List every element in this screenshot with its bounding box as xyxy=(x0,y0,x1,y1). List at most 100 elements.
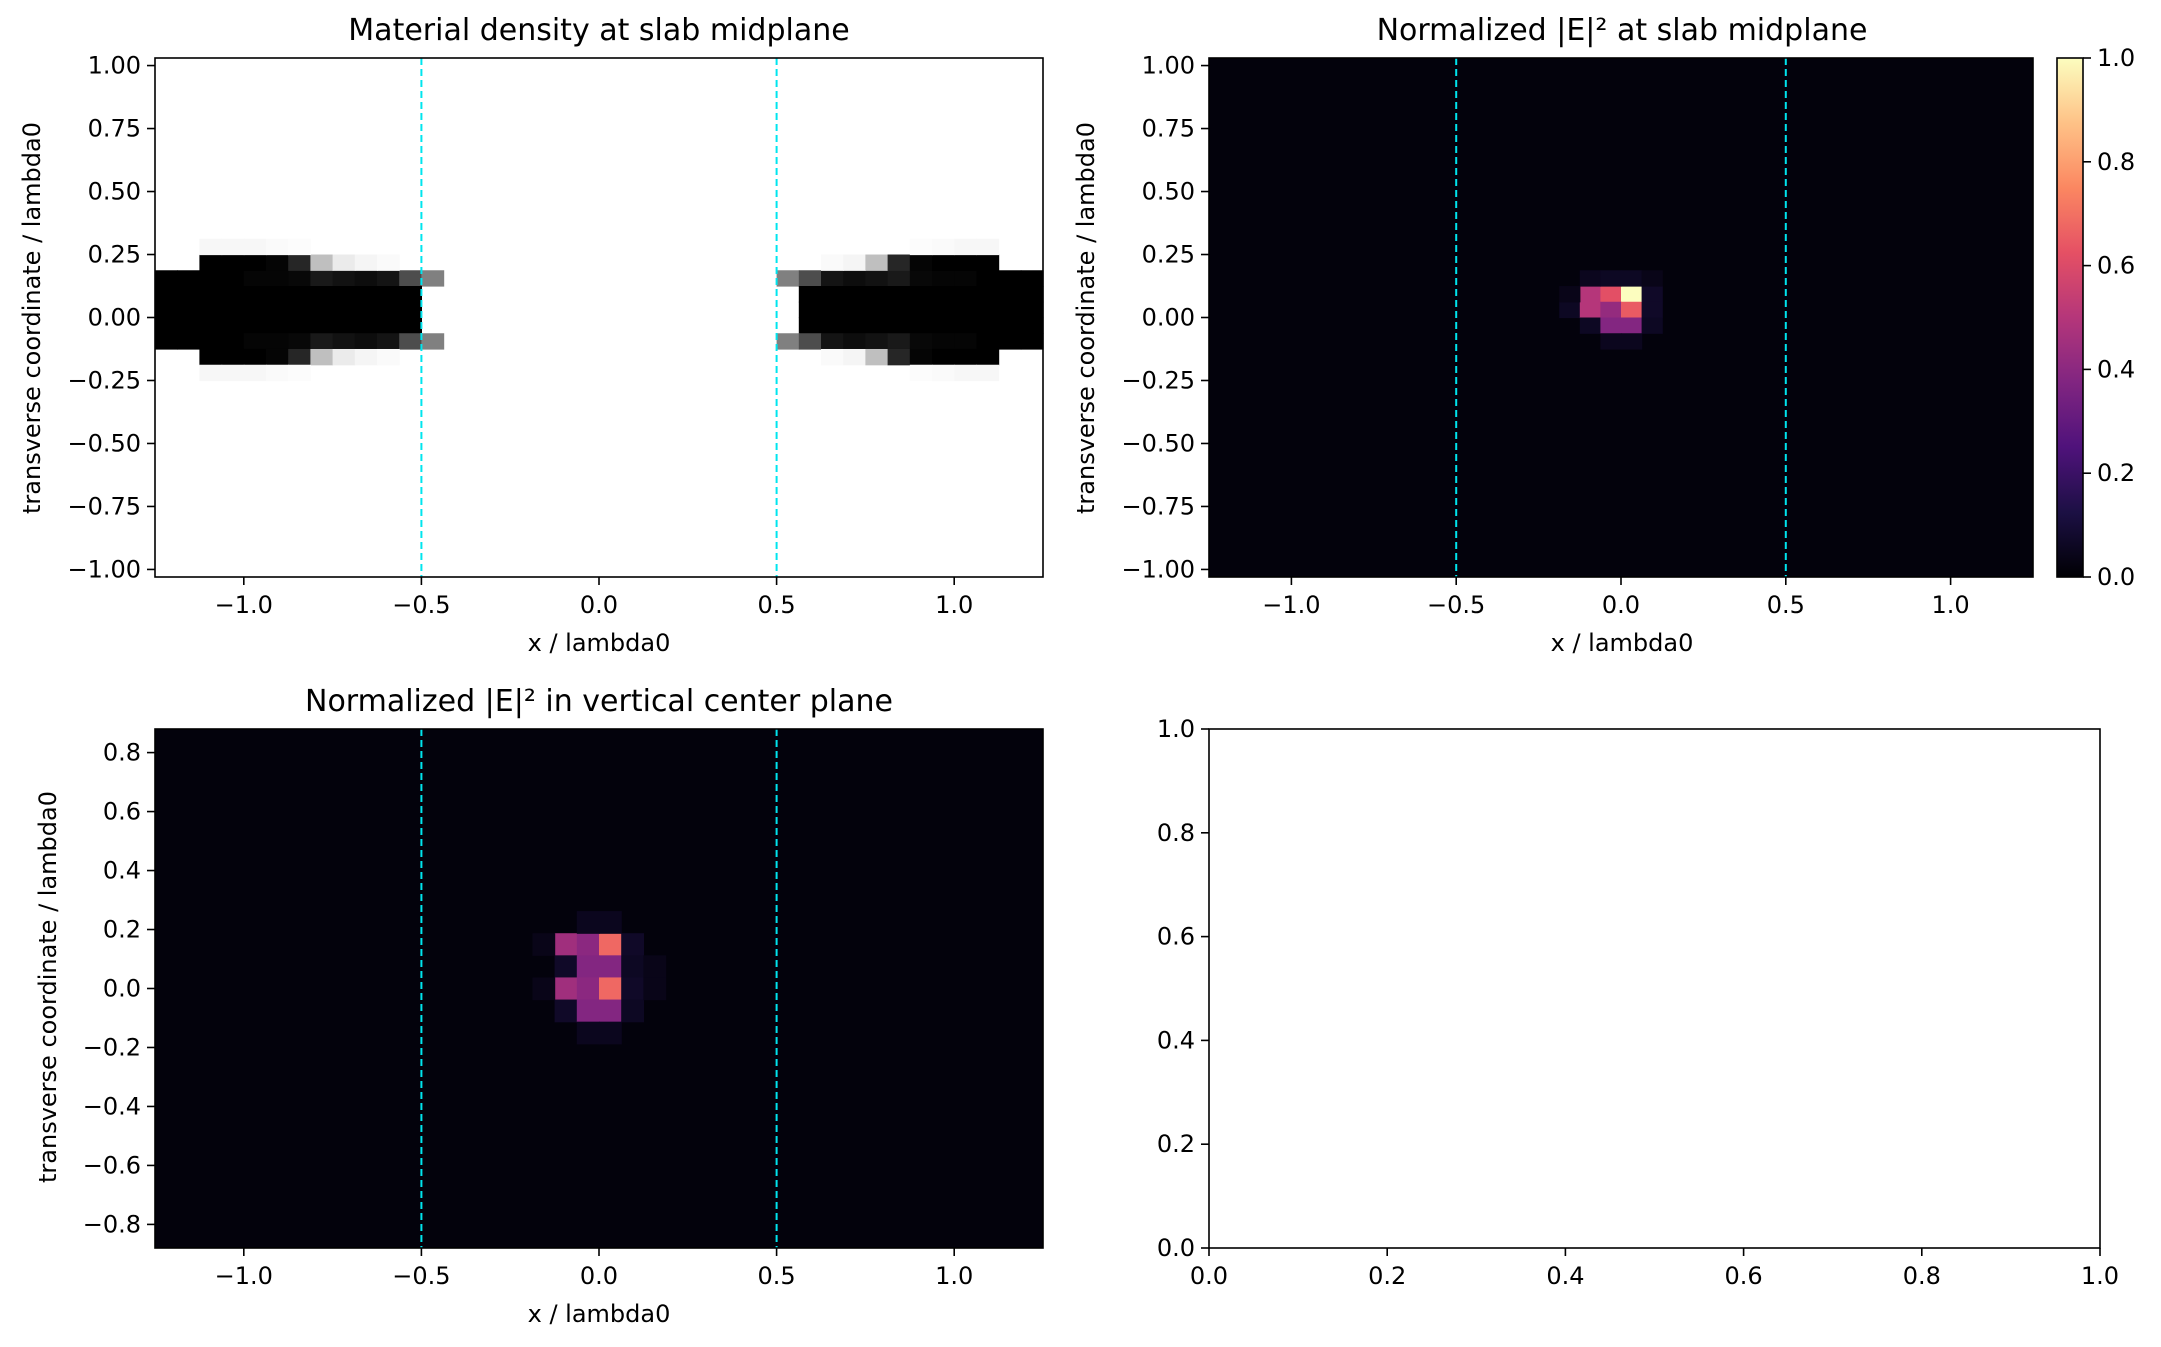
heatmap-cell xyxy=(576,1021,600,1045)
y-tick-label: 0.8 xyxy=(103,739,141,767)
heatmap-cell xyxy=(221,254,245,271)
y-tick-label: 0.6 xyxy=(1157,923,1195,951)
heatmap-cell xyxy=(288,301,311,319)
heatmap-cell xyxy=(243,286,267,303)
heatmap-cell xyxy=(599,977,622,1001)
heatmap-cell xyxy=(998,286,1022,303)
heatmap-cell xyxy=(266,317,289,334)
field-midplane-axes: −1.0 −0.5 0.0 0.5 1.0 1.00 0.75 0.50 0.25 0.00 −0.… xyxy=(1121,52,2034,619)
heatmap-cell xyxy=(199,254,223,271)
heatmap-cell xyxy=(354,348,378,366)
heatmap-cell xyxy=(932,333,955,350)
heatmap-cell xyxy=(887,317,911,334)
heatmap-cell xyxy=(909,254,933,271)
empty-plot-area xyxy=(1209,729,2100,1248)
panel-field-vertical-title: Normalized |E|² in vertical center plane xyxy=(305,684,893,719)
heatmap-cell xyxy=(909,364,933,382)
heatmap-cell xyxy=(332,333,356,350)
heatmap-cell xyxy=(843,301,866,319)
heatmap-cell xyxy=(310,286,334,303)
heatmap-cell xyxy=(1579,286,1601,303)
y-tick-label: −0.50 xyxy=(1121,429,1195,457)
heatmap-cell xyxy=(177,286,200,303)
heatmap-cell xyxy=(909,348,933,366)
heatmap-cell xyxy=(1559,286,1581,303)
y-tick-label: −0.8 xyxy=(83,1210,141,1238)
heatmap-cell xyxy=(865,254,889,271)
plot-background xyxy=(1209,729,2100,1248)
heatmap-cell xyxy=(310,270,334,287)
heatmap-cell xyxy=(599,911,622,934)
heatmap-cell xyxy=(199,317,223,334)
heatmap-cell xyxy=(643,955,667,979)
panel-empty: 0.0 0.2 0.4 0.6 0.8 1.0 0.0 0.2 0.4 0.6 0.8 1.0 xyxy=(1157,715,2119,1290)
heatmap-cell xyxy=(221,348,245,366)
heatmap-cell xyxy=(155,301,178,319)
heatmap-cell xyxy=(599,1021,622,1045)
heatmap-cell xyxy=(266,348,289,366)
heatmap-cell xyxy=(310,333,334,350)
heatmap-cell xyxy=(843,286,866,303)
heatmap-cell xyxy=(932,348,955,366)
field-vertical-axes: −1.0 −0.5 0.0 0.5 1.0 0.8 0.6 0.4 0.2 0.0 −0.2 −0.4… xyxy=(83,728,1044,1290)
heatmap-cell xyxy=(177,333,200,350)
heatmap-cell xyxy=(155,317,178,334)
heatmap-cell xyxy=(266,270,289,287)
x-tick-label: 1.0 xyxy=(935,1262,973,1290)
y-tick-label: −0.75 xyxy=(1121,492,1195,520)
heatmap-cell xyxy=(310,317,334,334)
y-tick-label: 0.75 xyxy=(1142,115,1195,143)
heatmap-cell xyxy=(221,270,245,287)
heatmap-cell xyxy=(621,933,644,956)
heatmap-cell xyxy=(354,333,378,350)
heatmap-cell xyxy=(976,270,1000,287)
y-tick-label: 0.2 xyxy=(103,916,141,944)
x-tick-label: 1.0 xyxy=(2081,1262,2119,1290)
heatmap-cell xyxy=(221,317,245,334)
heatmap-cell xyxy=(199,270,223,287)
heatmap-cell xyxy=(887,348,911,366)
field-midplane-heatmap xyxy=(1209,58,2033,577)
colorbar-tick-label: 0.6 xyxy=(2097,252,2135,280)
field-vertical-xlabel: x / lambda0 xyxy=(528,1300,671,1328)
heatmap-cell xyxy=(865,333,889,350)
heatmap-cell xyxy=(310,348,334,366)
heatmap-cell xyxy=(1641,270,1663,287)
density-heatmap xyxy=(155,58,1044,577)
heatmap-cell xyxy=(976,238,1000,256)
heatmap-cell xyxy=(354,301,378,319)
heatmap-cell xyxy=(377,317,400,334)
heatmap-cell xyxy=(1641,317,1663,334)
x-tick-label: 0.6 xyxy=(1725,1262,1763,1290)
heatmap-cell xyxy=(288,364,311,382)
heatmap-cell xyxy=(798,286,822,303)
x-tick-label: 1.0 xyxy=(1932,591,1970,619)
heatmap-cell xyxy=(821,317,844,334)
heatmap-cell xyxy=(554,999,578,1023)
heatmap-cell xyxy=(288,286,311,303)
heatmap-cell xyxy=(1641,286,1663,303)
heatmap-cell xyxy=(599,933,622,956)
heatmap-cell xyxy=(843,254,866,271)
heatmap-cell xyxy=(243,364,267,382)
heatmap-cell xyxy=(199,286,223,303)
heatmap-cell xyxy=(643,977,667,1001)
heatmap-cell xyxy=(599,955,622,979)
heatmap-cell xyxy=(909,286,933,303)
heatmap-cell xyxy=(976,301,1000,319)
heatmap-cell xyxy=(932,238,955,256)
colorbar-tick-label: 0.0 xyxy=(2097,563,2135,591)
heatmap-cell xyxy=(155,286,178,303)
heatmap-cell xyxy=(887,254,911,271)
field-vertical-heatmap xyxy=(155,729,1043,1248)
y-tick-label: −0.6 xyxy=(83,1151,141,1179)
x-tick-label: 0.0 xyxy=(580,591,618,619)
colorbar-tick-label: 0.8 xyxy=(2097,148,2135,176)
heatmap-cell xyxy=(399,270,422,287)
heatmap-cell xyxy=(354,286,378,303)
heatmap-cell xyxy=(821,348,844,366)
y-tick-label: 0.8 xyxy=(1157,819,1195,847)
heatmap-cell xyxy=(798,270,822,287)
heatmap-cell xyxy=(155,333,178,350)
heatmap-cell xyxy=(909,301,933,319)
